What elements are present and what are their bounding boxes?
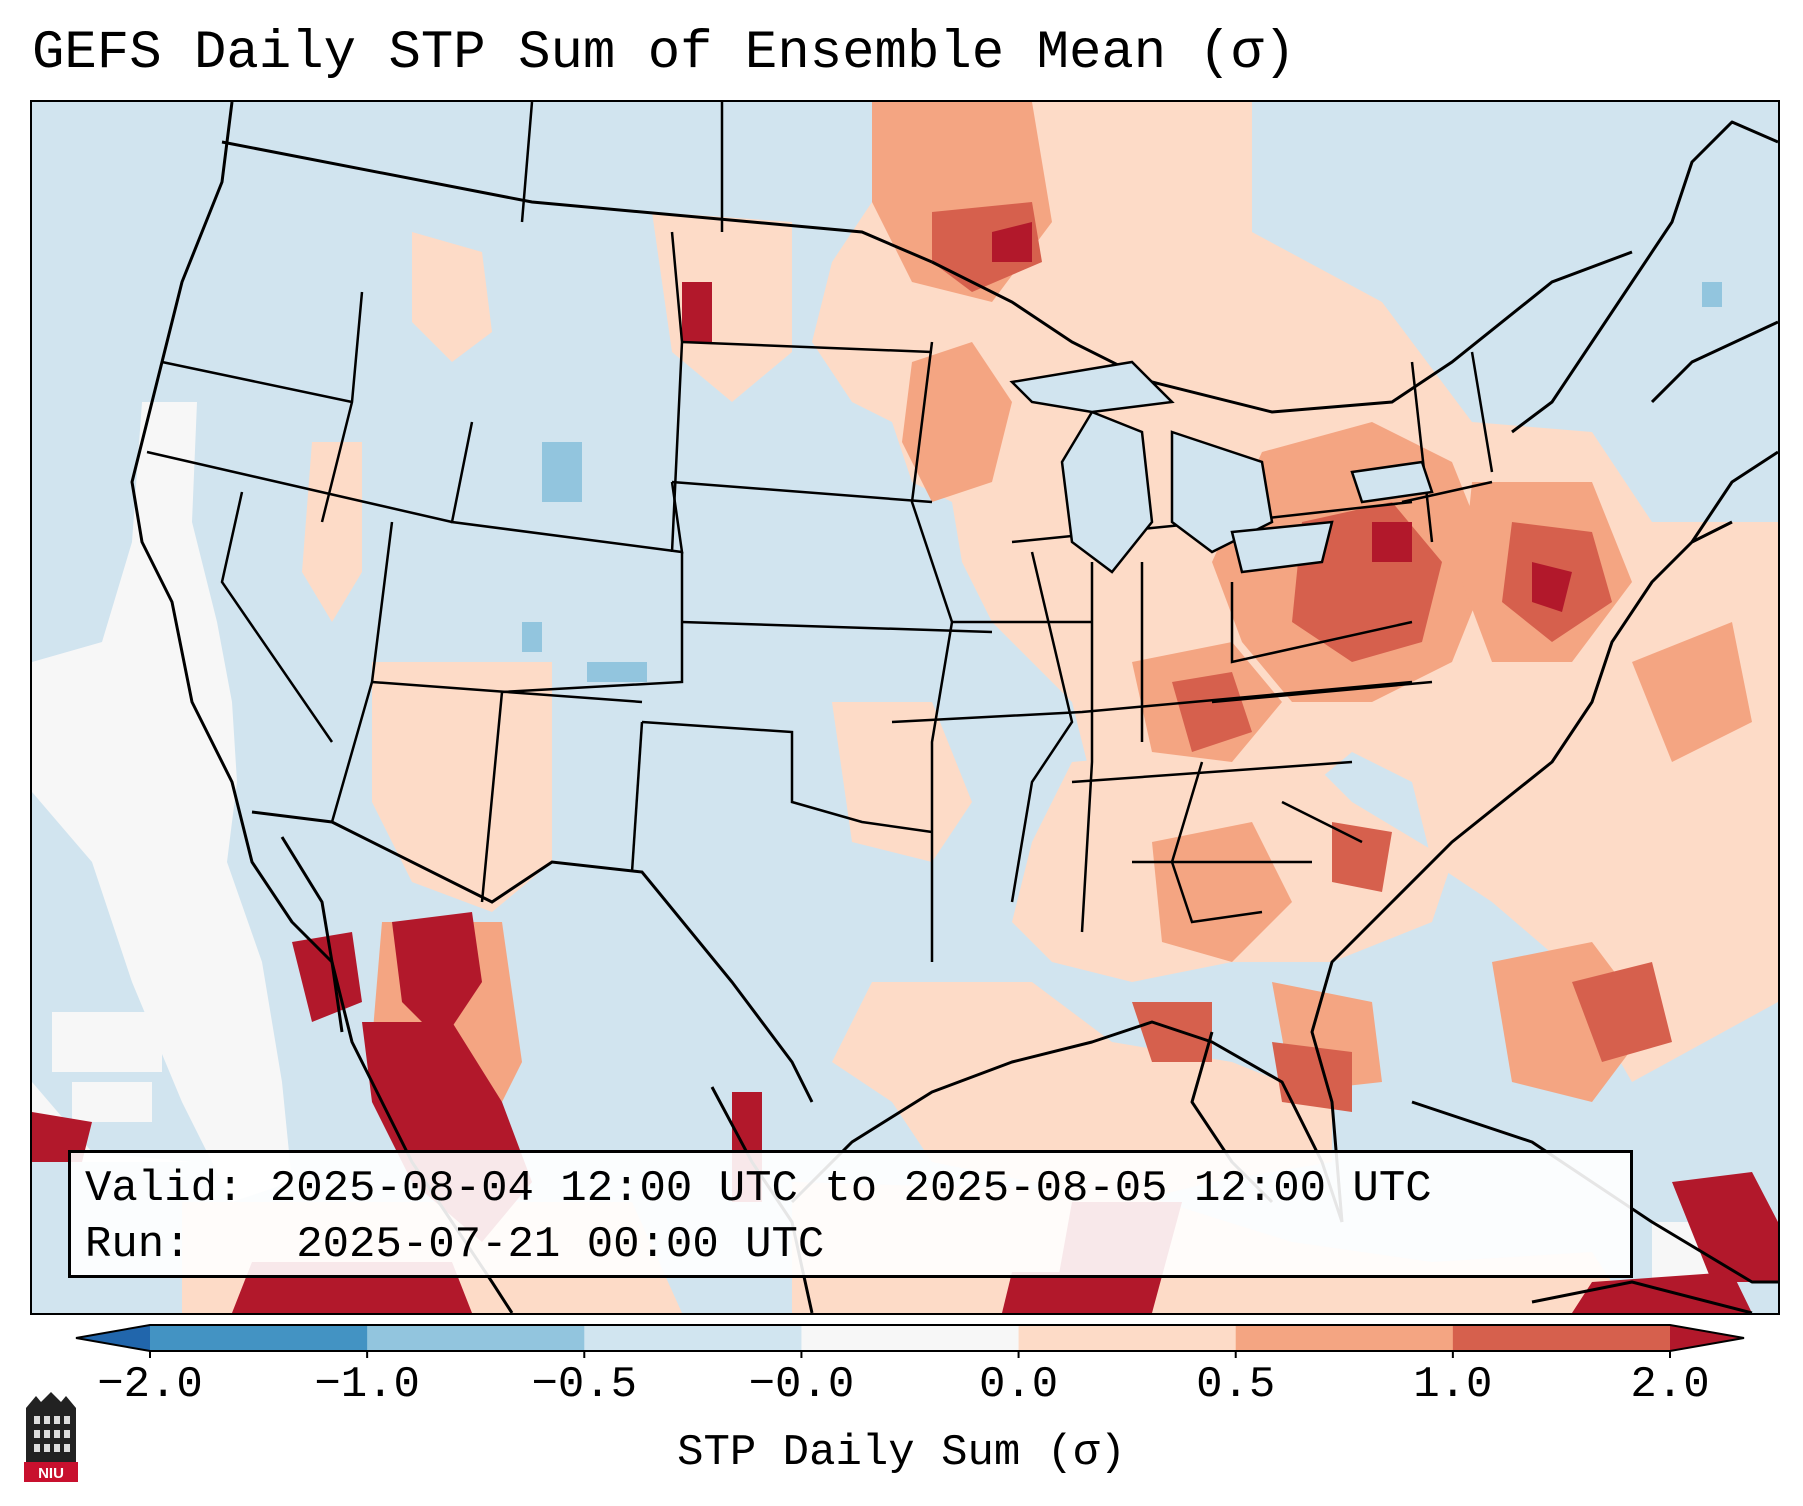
valid-label: Valid: xyxy=(85,1164,244,1214)
colorbar-label: STP Daily Sum (σ) xyxy=(677,1428,1126,1478)
run-label: Run: xyxy=(85,1220,191,1270)
colorbar-bin xyxy=(801,1325,1020,1351)
colorbar-bin xyxy=(367,1325,585,1351)
colorbar-tick-label: 0.0 xyxy=(978,1360,1059,1410)
colorbar-bin xyxy=(1452,1325,1671,1351)
valid-time-box: Valid: 2025-08-04 12:00 UTC to 2025-08-0… xyxy=(68,1150,1633,1278)
colorbar-tick-label: 0.5 xyxy=(1196,1360,1276,1410)
colorbar-tick-label: −0.0 xyxy=(748,1360,855,1410)
colorbar-bins xyxy=(76,1325,1744,1351)
colorbar xyxy=(75,1324,1745,1358)
colorbar-tick-label: 2.0 xyxy=(1630,1360,1710,1410)
colorbar-tick-label: −2.0 xyxy=(97,1360,203,1410)
colorbar-extend-low xyxy=(76,1325,150,1351)
colorbar-tick-label: −0.5 xyxy=(531,1360,638,1410)
colorbar-extend-high xyxy=(1670,1325,1744,1351)
colorbar-bin xyxy=(1018,1325,1237,1351)
colorbar-bin xyxy=(1235,1325,1454,1351)
niu-logo: NIU xyxy=(24,1392,78,1482)
colorbar-outline xyxy=(75,1324,1745,1352)
run-time-text: 2025-07-21 00:00 UTC xyxy=(296,1220,825,1270)
colorbar-bin xyxy=(584,1325,802,1351)
colorbar-tick-label: −1.0 xyxy=(314,1360,420,1410)
colorbar-tick-label: 1.0 xyxy=(1413,1360,1493,1410)
svg-text:NIU: NIU xyxy=(38,1465,64,1482)
map-panel xyxy=(30,100,1780,1315)
international-border xyxy=(221,140,1633,1103)
colorbar-bin xyxy=(150,1325,368,1351)
great-lakes xyxy=(1009,360,1434,574)
valid-time-text: 2025-08-04 12:00 UTC to 2025-08-05 12:00… xyxy=(269,1164,1432,1214)
coastlines-and-borders xyxy=(130,102,1778,1313)
colorbar-ticks xyxy=(149,1351,1671,1358)
map-canvas xyxy=(32,102,1778,1313)
chart-title: GEFS Daily STP Sum of Ensemble Mean (σ) xyxy=(32,23,1296,84)
stp-field-negative xyxy=(522,282,1722,682)
